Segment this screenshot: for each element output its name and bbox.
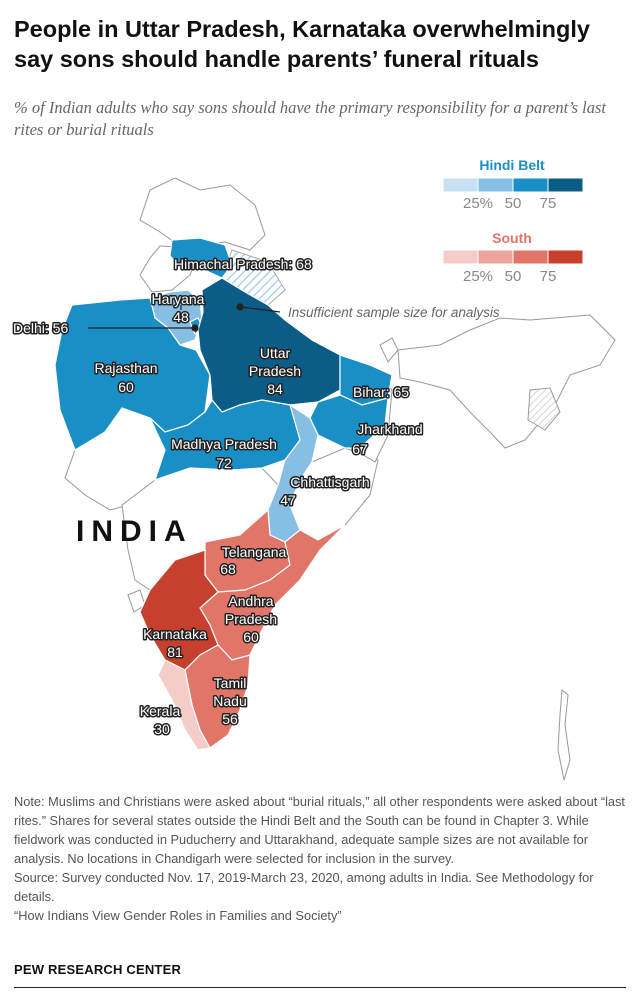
uttarakhand-leader (240, 306, 281, 313)
label-andhra-pradesh-2: Pradesh (225, 611, 277, 627)
legend-south-swatch-3 (512, 249, 549, 265)
value-chhattisgarh: 47 (280, 492, 296, 508)
country-label: INDIA (76, 515, 193, 548)
notes-section: Note: Muslims and Christians were asked … (14, 792, 626, 925)
insufficient-sample-annotation: Insufficient sample size for analysis (288, 305, 500, 320)
region-sikkim (379, 337, 399, 363)
legend-hindi-swatch-1 (442, 177, 479, 193)
legend-hindi-tick-2: 50 (505, 195, 522, 212)
state-karnataka (139, 549, 219, 671)
value-jharkhand: 67 (352, 441, 368, 457)
label-madhya-pradesh: Madhya Pradesh (171, 436, 277, 452)
region-northeast (397, 314, 616, 449)
legend-south: South 25% 50 75 (442, 230, 584, 285)
legend-south-title: South (492, 230, 532, 246)
label-tamil-nadu-1: Tamil (214, 675, 247, 691)
legend-south-tick-1: 25% (463, 268, 493, 285)
legend-hindi-swatch-2 (477, 177, 514, 193)
label-telangana: Telangana (222, 544, 287, 560)
region-northeast-hatch (527, 387, 561, 431)
region-andaman-islands (557, 688, 571, 781)
value-haryana: 48 (173, 309, 189, 325)
value-uttar-pradesh: 84 (267, 381, 283, 397)
region-jammu-kashmir (139, 177, 266, 251)
label-kerala: Kerala (140, 703, 181, 719)
legend-hindi-title: Hindi Belt (479, 157, 545, 173)
delhi-marker (191, 324, 199, 332)
legend-hindi-swatch-4 (547, 177, 584, 193)
legend-south-swatch-4 (547, 249, 584, 265)
label-haryana: Haryana (152, 291, 205, 307)
legend-south-swatch-2 (477, 249, 514, 265)
source-text: Source: Survey conducted Nov. 17, 2019-M… (14, 870, 594, 904)
label-karnataka: Karnataka (143, 626, 207, 642)
label-jharkhand: Jharkhand (357, 421, 422, 437)
legend-hindi-belt: Hindi Belt 25% 50 75 (442, 157, 584, 212)
legend-south-tick-3: 75 (540, 268, 557, 285)
label-uttar-pradesh-1: Uttar (260, 345, 291, 361)
label-chhattisgarh: Chhattisgarh (290, 474, 369, 490)
legend-south-tick-2: 50 (505, 268, 522, 285)
label-bihar: Bihar: 65 (353, 384, 409, 400)
legend-hindi-swatch-3 (512, 177, 549, 193)
state-labels: Himachal Pradesh: 68 Haryana 48 Delhi: 5… (12, 255, 425, 739)
value-kerala: 30 (154, 721, 170, 737)
brand-label: PEW RESEARCH CENTER (14, 962, 182, 977)
note-text: Note: Muslims and Christians were asked … (14, 794, 625, 866)
india-map: Hindi Belt 25% 50 75 South 25% 50 75 Ins… (12, 157, 616, 781)
state-kerala (157, 659, 211, 751)
value-karnataka: 81 (167, 644, 183, 660)
legend-south-swatch-1 (442, 249, 479, 265)
legend-hindi-tick-1: 25% (463, 195, 493, 212)
legend-hindi-tick-3: 75 (540, 195, 557, 212)
footer-rule (14, 987, 626, 988)
leader-lines (88, 303, 281, 332)
value-andhra-pradesh: 60 (243, 629, 259, 645)
label-rajasthan: Rajasthan (94, 360, 157, 376)
hindi-belt-states (54, 237, 393, 543)
value-madhya-pradesh: 72 (216, 455, 232, 471)
chart-title: People in Uttar Pradesh, Karnataka overw… (14, 16, 590, 72)
label-tamil-nadu-2: Nadu (213, 693, 246, 709)
label-himachal-pradesh: Himachal Pradesh: 68 (174, 256, 312, 272)
label-delhi: Delhi: 56 (13, 320, 68, 336)
label-andhra-pradesh-1: Andhra (228, 593, 273, 609)
value-tamil-nadu: 56 (222, 711, 238, 727)
value-telangana: 68 (220, 561, 236, 577)
value-rajasthan: 60 (118, 379, 134, 395)
chart-subtitle: % of Indian adults who say sons should h… (14, 98, 607, 139)
label-uttar-pradesh-2: Pradesh (249, 363, 301, 379)
report-title: “How Indians View Gender Roles in Famili… (14, 908, 342, 923)
uttarakhand-marker (236, 303, 244, 311)
south-states (139, 508, 346, 751)
